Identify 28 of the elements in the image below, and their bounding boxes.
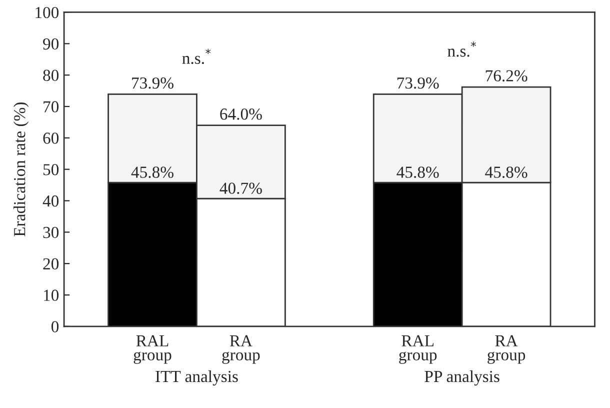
total-label: 73.9%	[397, 77, 439, 89]
total-label: 73.9%	[132, 77, 174, 89]
data-label: 45.8%	[485, 166, 528, 178]
total-label: 76.2%	[486, 70, 528, 82]
y-tick-label: 60	[43, 132, 59, 144]
y-tick-label: 80	[43, 70, 59, 82]
x-tick-label: RAL group	[399, 335, 437, 364]
y-tick-label: 40	[42, 195, 59, 207]
y-tick-label: 0	[51, 321, 59, 332]
y-axis-title: Eradication rate (%)	[14, 102, 29, 236]
y-tick-label: 10	[44, 290, 59, 301]
text: ITT analysis	[156, 370, 238, 386]
y-tick-label: 100	[36, 6, 59, 18]
y-tick-label: 30	[43, 226, 59, 238]
x-tick-label: RAL group	[134, 335, 172, 364]
x-tick-label: RA group	[222, 335, 260, 364]
y-tick-label: 70	[44, 101, 59, 112]
x-tick-label: RA group	[488, 335, 526, 364]
annotation: n.s.$^{*}$	[182, 48, 211, 64]
y-tick-label: 20	[43, 258, 59, 270]
data-label: 45.8%	[396, 166, 439, 178]
text: PP analysis	[424, 370, 500, 386]
annotation: n.s.$^{*}$	[448, 41, 476, 57]
total-label: 64.0%	[220, 108, 262, 120]
y-tick-label: 90	[43, 38, 59, 50]
y-tick-label: 50	[43, 164, 59, 176]
data-label: 40.7%	[220, 182, 262, 194]
data-label: 45.8%	[131, 166, 174, 178]
